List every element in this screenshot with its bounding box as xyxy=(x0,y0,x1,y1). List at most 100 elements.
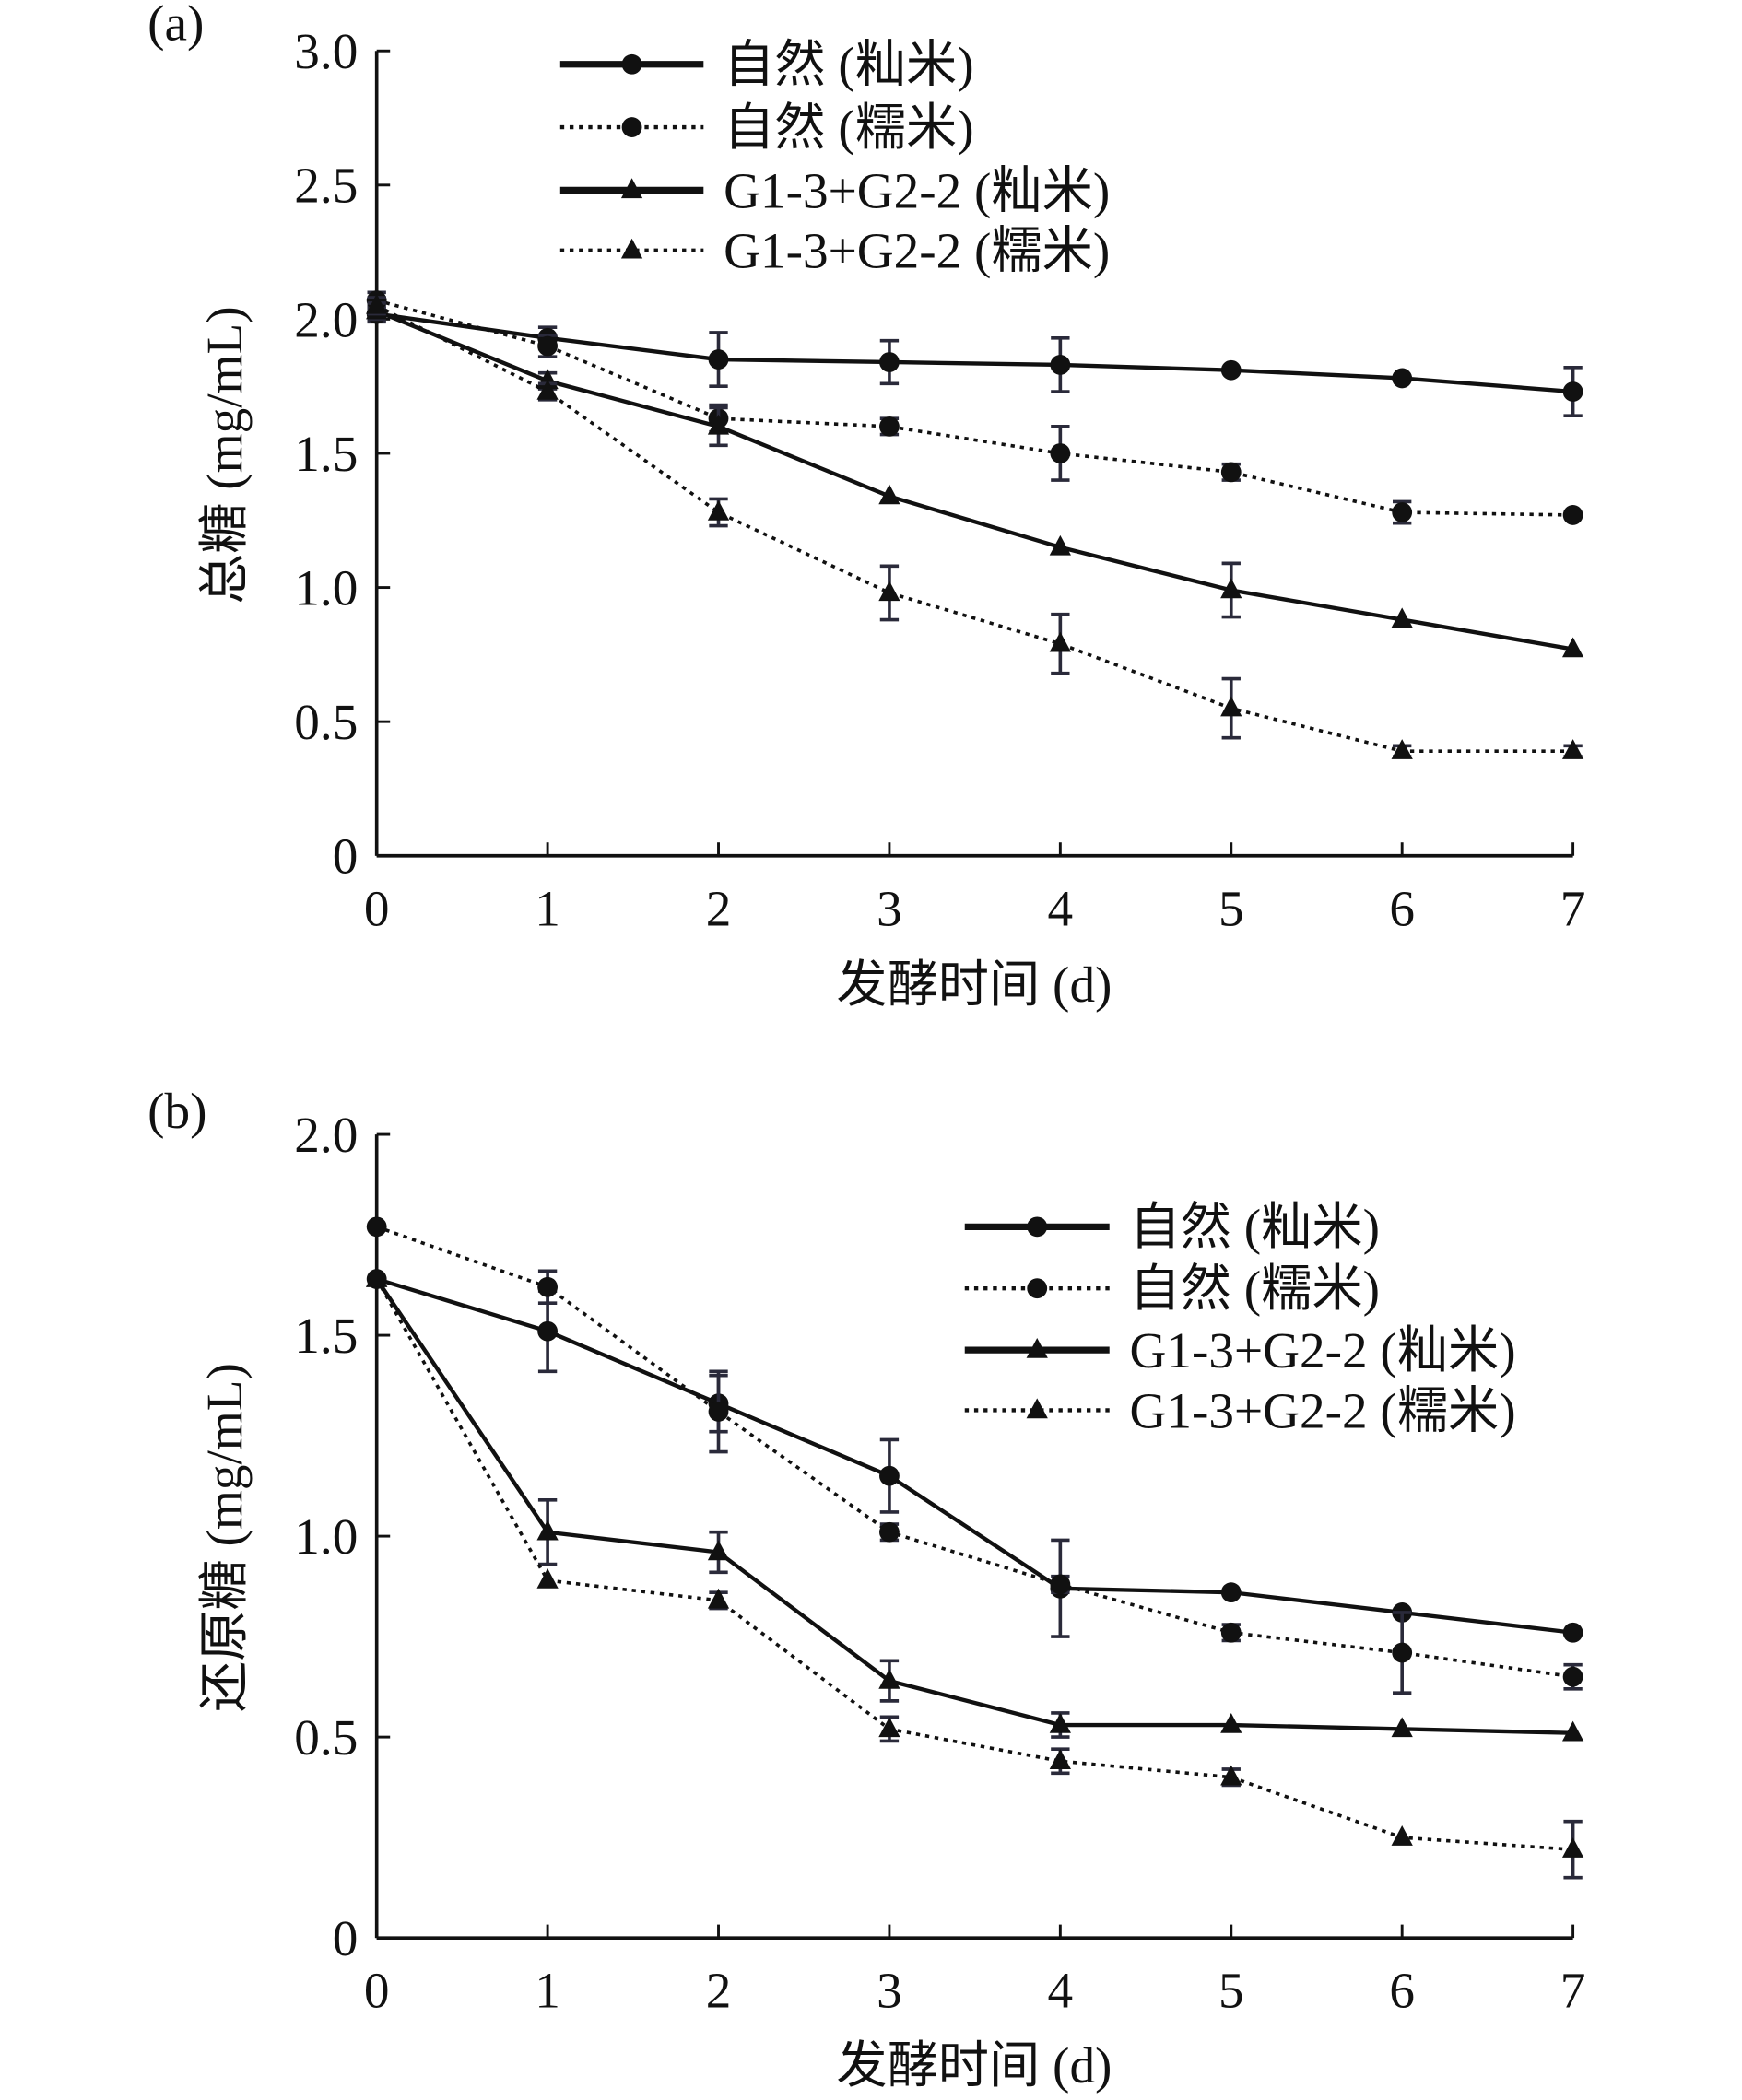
legend-label: G1-3+G2-2 (籼米) xyxy=(1130,1322,1516,1378)
data-point xyxy=(537,1276,558,1297)
data-point xyxy=(708,1402,729,1422)
series-line xyxy=(376,1225,1573,1679)
data-point xyxy=(879,416,900,437)
data-point xyxy=(1562,1666,1583,1687)
data-point xyxy=(1561,637,1584,658)
y-axis-label: 还原糖 (mg/mL) xyxy=(196,1363,253,1712)
y-tick-label: 0.5 xyxy=(294,694,358,750)
data-point xyxy=(1220,1765,1242,1786)
panel-label: (b) xyxy=(147,1083,206,1139)
series-1 xyxy=(366,1216,1583,1695)
data-point xyxy=(707,414,730,435)
x-tick-label: 7 xyxy=(1560,880,1586,936)
chart-a: 0 0.5 1.0 1.5 2.0 2.5 3.0 0 1 2 3 4 5 6 7 (a) 发酵时间 (d) 总糖… xyxy=(147,0,1585,1013)
legend-marker xyxy=(1026,1337,1048,1358)
data-point xyxy=(537,1320,558,1342)
data-point xyxy=(1050,355,1071,375)
data-point xyxy=(707,1588,730,1609)
y-tick-label: 1.5 xyxy=(294,426,358,482)
data-point xyxy=(1050,1574,1071,1595)
series-line xyxy=(375,1278,1573,1852)
y-tick-label: 1.5 xyxy=(294,1308,358,1364)
data-point xyxy=(1391,1717,1413,1738)
y-tick-label: 2.5 xyxy=(294,158,358,214)
x-axis-label: 发酵时间 (d) xyxy=(836,956,1112,1013)
legend-label: 自然 (籼米) xyxy=(1130,1199,1380,1255)
x-tick-label: 6 xyxy=(1389,1963,1415,2019)
legend-entry: G1-3+G2-2 (籼米) xyxy=(559,162,1110,218)
data-point xyxy=(1392,368,1413,389)
data-point xyxy=(707,1540,730,1561)
legend-entry: 自然 (糯米) xyxy=(559,100,974,156)
x-tick-label: 0 xyxy=(364,880,390,936)
data-point xyxy=(878,1717,900,1738)
series-line xyxy=(376,1276,1573,1635)
legend-marker xyxy=(620,238,643,259)
legend-marker xyxy=(621,117,642,137)
y-tick-label: 2.0 xyxy=(294,1107,358,1163)
data-point xyxy=(879,1465,900,1486)
data-point xyxy=(1392,502,1413,522)
data-point xyxy=(1562,1622,1583,1643)
legend-label: G1-3+G2-2 (糯米) xyxy=(1130,1382,1516,1438)
legend-label: G1-3+G2-2 (籼米) xyxy=(724,162,1110,218)
data-point xyxy=(1220,359,1242,381)
x-tick-label: 7 xyxy=(1560,1963,1586,2019)
y-tick-label: 0 xyxy=(333,828,359,885)
series-2 xyxy=(366,299,1584,658)
legend-marker xyxy=(1027,1278,1048,1299)
legend-marker xyxy=(1027,1216,1048,1238)
series-line xyxy=(376,311,1573,394)
x-tick-label: 3 xyxy=(877,880,902,936)
series-1 xyxy=(366,290,1583,525)
data-point xyxy=(1220,578,1242,599)
y-axis-label: 总糖 (mg/mL) xyxy=(196,306,253,604)
data-point xyxy=(366,1216,387,1238)
legend-entry: G1-3+G2-2 (糯米) xyxy=(964,1382,1516,1438)
data-point xyxy=(878,1668,900,1689)
x-tick-label: 5 xyxy=(1218,880,1244,936)
chart-b: 0 0.5 1.0 1.5 2.0 0 1 2 3 4 5 6 7 (b) 发酵时间 (d) 还原糖 (mg/… xyxy=(147,1083,1585,2094)
data-point xyxy=(879,352,900,372)
data-point xyxy=(1220,1582,1242,1603)
legend-label: 自然 (糯米) xyxy=(724,100,973,156)
legend-entry: 自然 (糯米) xyxy=(964,1261,1380,1317)
data-point xyxy=(536,1567,559,1589)
legend-entry: 自然 (籼米) xyxy=(559,37,974,93)
legend-entry: G1-3+G2-2 (糯米) xyxy=(559,223,1110,279)
data-point xyxy=(1049,1712,1071,1733)
data-point xyxy=(366,1266,388,1287)
data-point xyxy=(1561,1837,1584,1858)
panel-label: (a) xyxy=(147,0,204,52)
legend-entry: G1-3+G2-2 (籼米) xyxy=(964,1322,1516,1378)
y-tick-label: 1.0 xyxy=(294,1508,358,1565)
series-3 xyxy=(366,1266,1584,1880)
data-point xyxy=(1391,607,1413,628)
x-tick-label: 2 xyxy=(706,1963,732,2019)
x-tick-label: 5 xyxy=(1218,1963,1244,2019)
x-tick-label: 0 xyxy=(364,1963,390,2019)
x-tick-label: 4 xyxy=(1048,880,1074,936)
y-tick-label: 0 xyxy=(333,1910,359,1966)
data-point xyxy=(1049,534,1071,556)
data-point xyxy=(1220,696,1242,717)
x-tick-label: 1 xyxy=(535,880,560,936)
y-tick-label: 2.0 xyxy=(294,291,358,347)
x-tick-label: 6 xyxy=(1389,880,1415,936)
legend-marker xyxy=(1026,1398,1048,1419)
data-point xyxy=(1220,1622,1242,1643)
data-point xyxy=(1561,1720,1584,1742)
y-tick-label: 0.5 xyxy=(294,1709,358,1766)
data-point xyxy=(1562,381,1583,402)
legend-marker xyxy=(620,178,643,199)
data-point xyxy=(366,293,388,314)
series-line xyxy=(375,304,1573,754)
data-point xyxy=(1049,631,1071,652)
legend-entry: 自然 (籼米) xyxy=(964,1199,1380,1255)
y-tick-label: 1.0 xyxy=(294,559,358,616)
data-point xyxy=(1220,462,1242,483)
x-tick-label: 3 xyxy=(877,1963,902,2019)
x-tick-label: 4 xyxy=(1048,1963,1074,2019)
data-point xyxy=(1049,1749,1071,1769)
